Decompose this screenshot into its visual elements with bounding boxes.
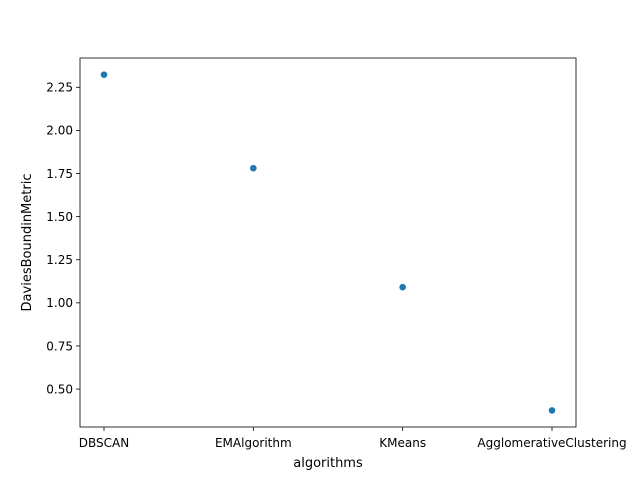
y-tick-label: 1.00 bbox=[46, 296, 73, 310]
x-tick-label: AgglomerativeClustering bbox=[477, 436, 626, 450]
data-point-emalgorithm bbox=[250, 164, 257, 172]
x-tick-label: EMAlgorithm bbox=[215, 436, 292, 450]
y-tick-label: 1.25 bbox=[46, 253, 73, 267]
plot-frame bbox=[79, 57, 577, 428]
x-axis-label: algorithms bbox=[293, 456, 363, 471]
y-tick-label: 0.75 bbox=[46, 339, 73, 353]
y-axis-ticks: 0.50 0.75 1.00 1.25 1.50 1.75 2.00 2.25 bbox=[46, 81, 80, 396]
y-tick-label: 2.00 bbox=[46, 124, 73, 138]
x-tick-label: DBSCAN bbox=[79, 436, 129, 450]
x-axis-ticks: DBSCAN EMAlgorithm KMeans AgglomerativeClus… bbox=[79, 427, 627, 450]
y-axis-label: DaviesBoundinMetric bbox=[20, 174, 35, 312]
data-point-dbscan bbox=[100, 71, 108, 79]
plot-background bbox=[80, 58, 576, 427]
x-tick-label: KMeans bbox=[379, 436, 426, 450]
y-tick-label: 1.50 bbox=[46, 210, 73, 224]
data-point-kmeans bbox=[399, 283, 406, 291]
y-tick-label: 2.25 bbox=[46, 81, 73, 95]
data-point-agglomerativeclustering bbox=[548, 407, 556, 414]
data-points bbox=[100, 71, 556, 414]
y-tick-label: 0.50 bbox=[46, 382, 73, 396]
y-tick-label: 1.75 bbox=[46, 167, 73, 181]
